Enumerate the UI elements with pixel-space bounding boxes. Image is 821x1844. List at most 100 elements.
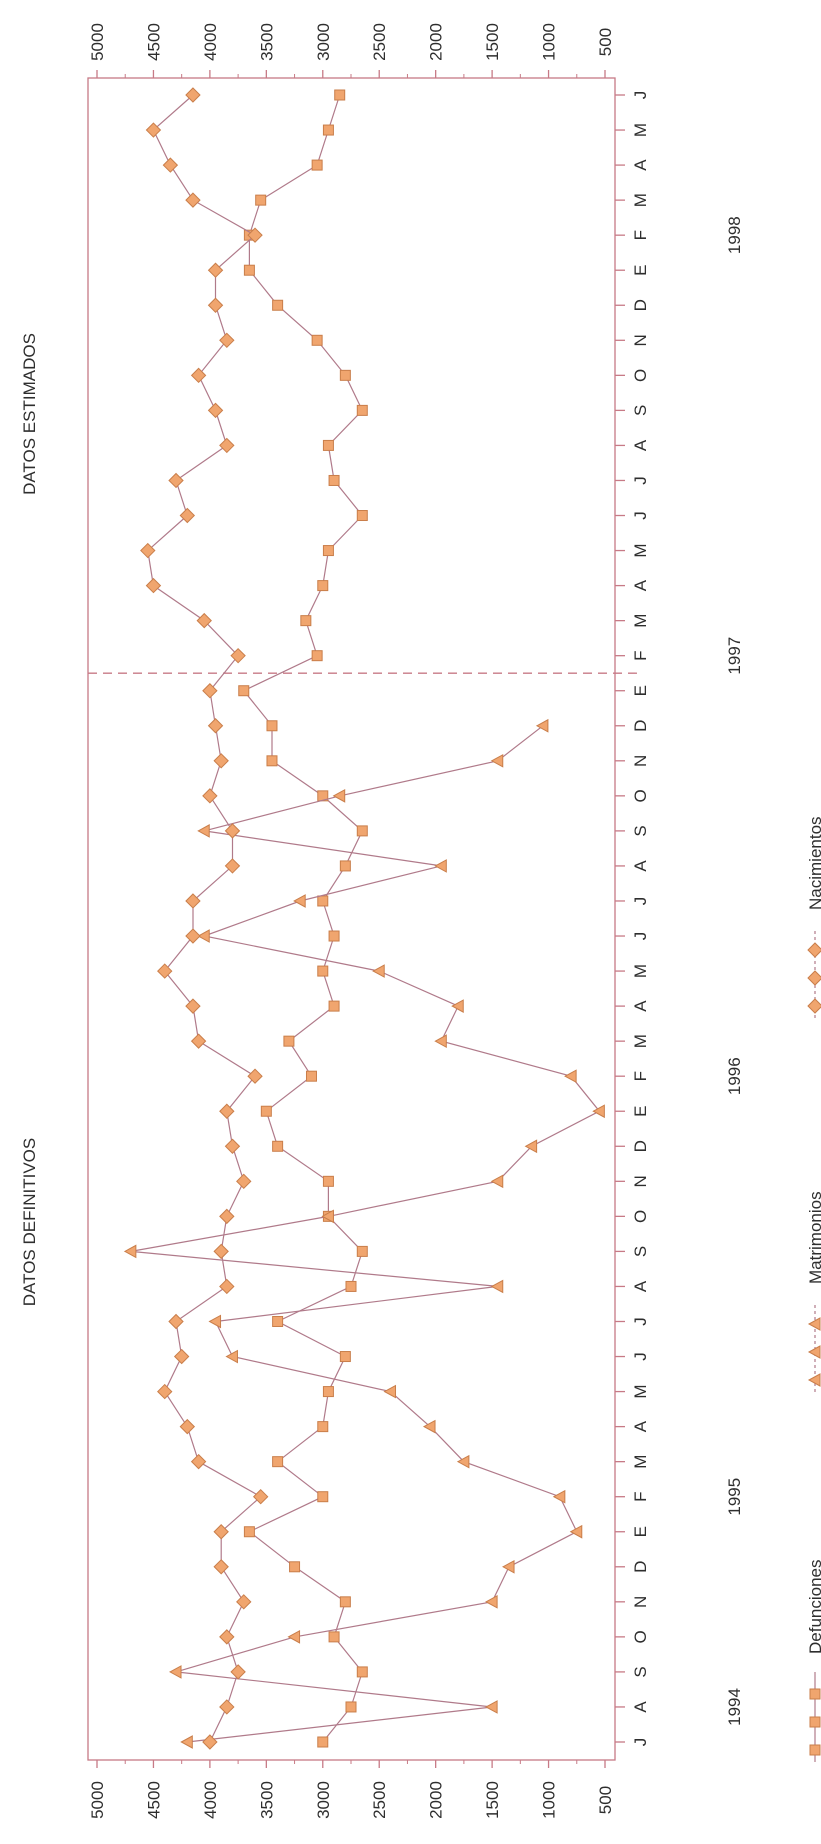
- data-point-matrimonios: [564, 1069, 577, 1084]
- month-tick-label: J: [631, 897, 650, 906]
- legend-label-defunciones: Defunciones: [806, 1559, 821, 1654]
- month-tick-label: F: [631, 1492, 650, 1502]
- month-tick-label: M: [631, 193, 650, 207]
- data-point-nacimientos: [202, 1734, 218, 1750]
- legend-marker-matrimonios: [807, 1373, 821, 1387]
- data-point-defunciones: [356, 404, 368, 416]
- top-value-tick-label: 500: [596, 28, 615, 56]
- data-point-defunciones: [339, 1351, 351, 1363]
- data-point-defunciones: [266, 755, 278, 767]
- data-point-defunciones: [238, 685, 250, 697]
- data-point-nacimientos: [179, 1418, 196, 1435]
- month-tick-label: F: [631, 1071, 650, 1081]
- data-point-matrimonios: [168, 1665, 182, 1679]
- month-tick-label: J: [631, 1352, 650, 1361]
- month-tick-label: M: [631, 1034, 650, 1048]
- data-point-nacimientos: [185, 893, 201, 909]
- legend-marker-defunciones: [809, 1716, 821, 1728]
- data-point-nacimientos: [145, 122, 162, 138]
- bottom-value-tick-label: 4500: [144, 1781, 163, 1819]
- series-layer: [123, 87, 605, 1750]
- series-line-nacimientos: [147, 94, 262, 1743]
- chart-frame: [87, 77, 616, 1761]
- month-tick-label: J: [631, 1317, 650, 1326]
- data-point-nacimientos: [190, 1453, 207, 1470]
- month-tick-label: M: [631, 123, 650, 137]
- data-point-defunciones: [311, 159, 323, 171]
- data-point-matrimonios: [225, 1349, 238, 1364]
- month-tick-label: A: [631, 1280, 650, 1292]
- month-tick-label: E: [631, 1106, 650, 1117]
- data-point-nacimientos: [247, 227, 263, 243]
- data-point-defunciones: [243, 264, 255, 276]
- data-point-matrimonios: [332, 789, 346, 803]
- data-point-matrimonios: [293, 894, 306, 908]
- data-point-matrimonios: [451, 999, 464, 1013]
- data-point-defunciones: [322, 1175, 334, 1187]
- year-label: 1998: [725, 216, 744, 254]
- data-point-defunciones: [322, 439, 334, 451]
- data-point-matrimonios: [490, 753, 504, 768]
- top-value-tick-label: 3000: [314, 23, 333, 61]
- data-point-nacimientos: [190, 1033, 207, 1049]
- year-label: 1994: [725, 1688, 744, 1726]
- month-tick-label: J: [631, 932, 650, 941]
- top-value-tick-label: 4000: [201, 23, 220, 61]
- series-defunciones: [238, 89, 368, 1748]
- month-tick-label: A: [631, 1420, 650, 1432]
- month-tick-label: N: [631, 1596, 650, 1608]
- data-point-matrimonios: [321, 1209, 334, 1224]
- data-point-defunciones: [255, 194, 267, 206]
- data-point-defunciones: [305, 1070, 317, 1082]
- month-tick-label: J: [631, 1738, 650, 1747]
- month-tick-label: A: [631, 439, 650, 451]
- data-point-nacimientos: [230, 1664, 246, 1680]
- month-tick-label: E: [631, 265, 650, 276]
- data-point-matrimonios: [434, 859, 447, 873]
- data-point-matrimonios: [592, 1104, 605, 1119]
- legend-marker-defunciones: [809, 1688, 821, 1700]
- data-point-nacimientos: [224, 823, 241, 839]
- legend-marker-nacimientos: [807, 942, 821, 958]
- data-point-nacimientos: [202, 683, 218, 699]
- bottom-value-tick-label: 4000: [201, 1781, 220, 1819]
- top-value-tick-label: 5000: [88, 23, 107, 61]
- bottom-value-tick-label: 3000: [314, 1781, 333, 1819]
- data-point-nacimientos: [219, 437, 235, 454]
- data-point-defunciones: [266, 720, 278, 732]
- data-point-defunciones: [328, 1631, 340, 1643]
- month-tick-label: N: [631, 1175, 650, 1187]
- data-point-defunciones: [283, 1035, 295, 1047]
- data-point-defunciones: [339, 1596, 351, 1608]
- data-point-defunciones: [334, 89, 346, 101]
- month-tick-label: M: [631, 1455, 650, 1469]
- data-point-defunciones: [317, 1736, 329, 1748]
- month-tick-label: A: [631, 1000, 650, 1012]
- month-tick-label: N: [631, 755, 650, 767]
- legend-item-nacimientos: Nacimientos: [806, 816, 821, 1018]
- legend-item-defunciones: Defunciones: [806, 1559, 821, 1762]
- data-point-matrimonios: [524, 1139, 538, 1154]
- data-point-nacimientos: [213, 1559, 229, 1575]
- year-label: 1996: [725, 1057, 744, 1095]
- data-point-defunciones: [317, 1421, 329, 1433]
- data-point-defunciones: [356, 825, 368, 837]
- top-value-tick-label: 2000: [427, 23, 446, 61]
- data-point-defunciones: [328, 930, 340, 942]
- legend-label-nacimientos: Nacimientos: [806, 816, 821, 910]
- legend-marker-matrimonios: [807, 1317, 821, 1331]
- data-point-nacimientos: [213, 1524, 229, 1540]
- data-point-defunciones: [345, 1701, 357, 1713]
- data-point-matrimonios: [535, 718, 549, 733]
- month-tick-label: A: [631, 1701, 650, 1713]
- data-point-defunciones: [322, 124, 334, 136]
- data-point-defunciones: [300, 615, 312, 627]
- data-point-matrimonios: [372, 964, 385, 978]
- top-value-tick-label: 1500: [483, 23, 502, 61]
- data-point-nacimientos: [140, 542, 156, 559]
- data-point-nacimientos: [236, 1594, 252, 1610]
- data-point-nacimientos: [219, 1208, 235, 1225]
- top-value-tick-label: 4500: [144, 23, 163, 61]
- month-tick-label: J: [631, 476, 650, 485]
- month-tick-label: S: [631, 1246, 650, 1257]
